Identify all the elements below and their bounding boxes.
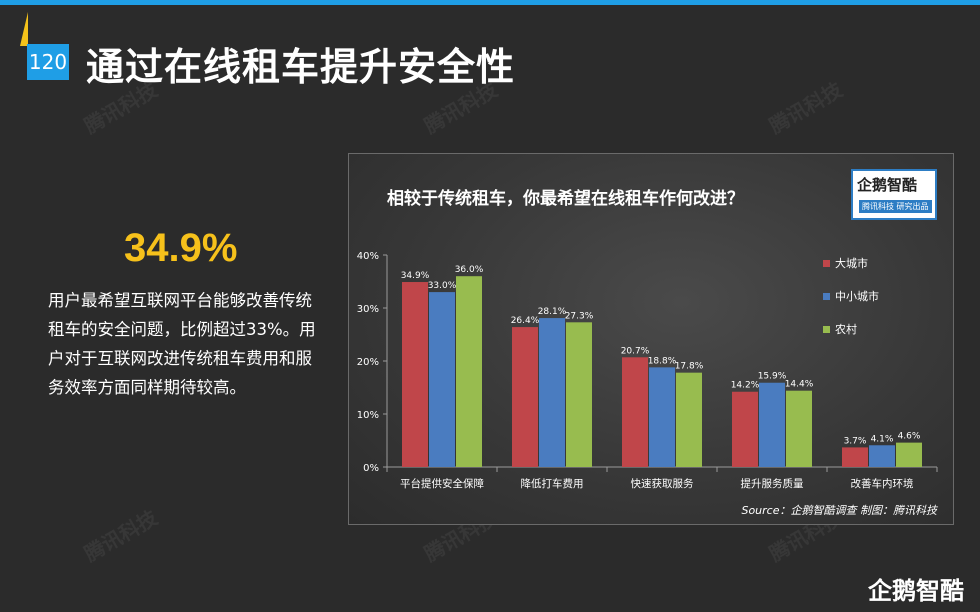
bar-chart: 0% 10% 20% 30% 40% 平台提供安全保障 34.9%33.0% 36.0% 降低打… [357, 251, 938, 490]
y-tick-label: 20% [357, 357, 379, 368]
highlight-value: 34.9% [124, 226, 238, 270]
bar [786, 390, 812, 467]
x-category-label: 快速获取服务 [631, 477, 694, 490]
data-label: 28.1% [538, 307, 567, 317]
chart-source: Source：企鹅智酷调查 制图：腾讯科技 [741, 504, 937, 517]
legend-swatch [823, 293, 830, 300]
data-label: 18.8% [648, 356, 677, 366]
x-category-label: 提升服务质量 [741, 477, 804, 490]
data-label: 17.8% [675, 362, 704, 372]
watermark: 腾讯科技 [765, 77, 847, 139]
data-label: 33.0% [428, 281, 457, 291]
page-number: 120 [27, 44, 69, 80]
legend-swatch [823, 260, 830, 267]
top-accent-bar [0, 0, 980, 5]
chart-panel: 0% 10% 20% 30% 40% 平台提供安全保障 34.9% 33.0% 36.0% 降低打… [348, 153, 954, 525]
bar [676, 372, 702, 467]
slide-tab-decoration [20, 12, 28, 46]
data-label: 36.0% [455, 265, 484, 275]
data-label: 34.9% [401, 271, 430, 281]
legend-swatch [823, 326, 830, 333]
chart-logo: 企鹅智酷 腾讯科技 研究出品 [851, 169, 937, 220]
legend-label: 大城市 [835, 256, 868, 270]
brand-logo: 企鹅智酷 [868, 577, 964, 605]
data-label: 20.7% [621, 346, 650, 356]
data-label: 4.1% [871, 434, 894, 444]
bar [429, 292, 455, 467]
chart-title: 相较于传统租车，你最希望在线租车作何改进？ [387, 189, 744, 209]
bar [896, 442, 922, 467]
y-tick-label: 40% [357, 251, 379, 262]
y-tick-label: 0% [363, 463, 379, 474]
data-label: 15.9% [758, 372, 787, 382]
y-tick-label: 30% [357, 304, 379, 315]
x-category-label: 降低打车费用 [521, 477, 584, 490]
bar [539, 318, 565, 467]
bar [732, 391, 758, 467]
bar [759, 382, 785, 467]
legend-label: 农村 [835, 322, 857, 336]
bar [649, 367, 675, 467]
bar [842, 447, 868, 467]
chart-logo-sub: 腾讯科技 研究出品 [859, 200, 932, 213]
x-category-label: 改善车内环境 [851, 477, 914, 490]
description-text: 用户最希望互联网平台能够改善传统租车的安全问题，比例超过33%。用户对于互联网改… [48, 291, 316, 397]
data-label: 26.4% [511, 316, 540, 326]
page-title: 通过在线租车提升安全性 [86, 45, 516, 89]
bar [566, 322, 592, 467]
data-label: 14.2% [731, 381, 760, 391]
data-label: 27.3% [565, 311, 594, 321]
data-label: 4.6% [898, 432, 921, 442]
bar [512, 327, 538, 467]
chart-logo-main: 企鹅智酷 [857, 176, 918, 194]
data-label: 14.4% [785, 380, 814, 390]
x-category-label: 平台提供安全保障 [400, 477, 484, 490]
legend-label: 中小城市 [835, 289, 879, 303]
bar [622, 357, 648, 467]
bar [456, 276, 482, 467]
watermark: 腾讯科技 [80, 505, 162, 567]
y-tick-label: 10% [357, 410, 379, 421]
data-label: 3.7% [844, 436, 867, 446]
bar [869, 445, 895, 467]
bar [402, 282, 428, 467]
